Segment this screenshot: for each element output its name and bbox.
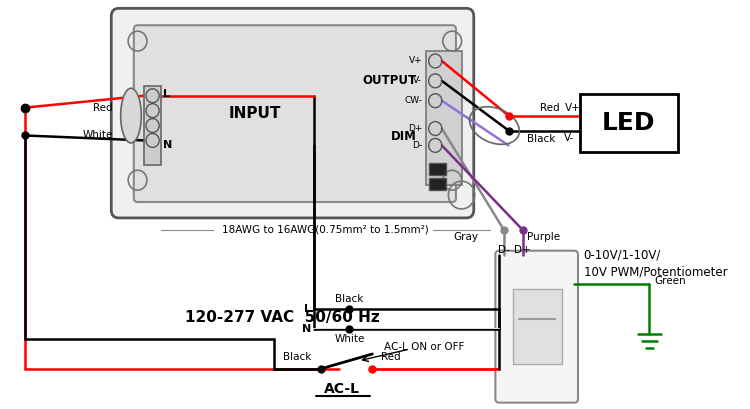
Bar (144, 86, 161, 165)
Text: Purple: Purple (527, 232, 560, 242)
Text: N: N (163, 140, 172, 151)
Text: D+: D+ (408, 124, 422, 133)
Text: D+: D+ (514, 245, 531, 255)
Text: 10V PWM/Potentiometer: 10V PWM/Potentiometer (584, 265, 728, 278)
Bar (513, 290, 562, 364)
FancyBboxPatch shape (111, 8, 474, 218)
Bar (429, 163, 445, 175)
Text: V-: V- (413, 76, 422, 85)
Text: Green: Green (654, 276, 686, 286)
Text: 120-277 VAC  50/60 Hz: 120-277 VAC 50/60 Hz (184, 310, 380, 325)
Text: INPUT: INPUT (229, 106, 281, 121)
Text: V+: V+ (409, 56, 422, 65)
FancyBboxPatch shape (134, 25, 456, 202)
Text: Red: Red (93, 103, 112, 112)
Text: 18AWG to 16AWG(0.75mm² to 1.5mm²): 18AWG to 16AWG(0.75mm² to 1.5mm²) (222, 225, 429, 235)
Text: Red: Red (381, 352, 401, 362)
Text: AC-L: AC-L (324, 382, 360, 396)
Text: L: L (304, 304, 311, 314)
Text: OUTPUT: OUTPUT (362, 74, 416, 88)
FancyBboxPatch shape (495, 251, 578, 402)
Text: LED: LED (602, 110, 656, 135)
Text: White: White (83, 130, 113, 140)
Text: Gray: Gray (454, 232, 478, 242)
Text: N: N (302, 324, 311, 334)
Text: DIM: DIM (391, 130, 416, 143)
Text: L: L (163, 89, 170, 99)
Text: White: White (334, 334, 365, 344)
Text: Black: Black (334, 294, 363, 304)
Text: D-: D- (498, 245, 510, 255)
Text: AC-L ON or OFF: AC-L ON or OFF (384, 342, 464, 352)
Bar (429, 178, 445, 190)
Text: CW-: CW- (404, 96, 422, 105)
Text: Black: Black (283, 352, 311, 362)
Bar (426, 51, 461, 185)
Text: D-: D- (412, 141, 422, 150)
FancyBboxPatch shape (580, 94, 677, 153)
Text: V+: V+ (565, 103, 580, 112)
Text: Red: Red (539, 103, 560, 112)
Ellipse shape (121, 88, 141, 143)
Text: Black: Black (527, 135, 556, 144)
Text: 0-10V/1-10V/: 0-10V/1-10V/ (584, 248, 661, 261)
Text: V-: V- (564, 133, 574, 144)
